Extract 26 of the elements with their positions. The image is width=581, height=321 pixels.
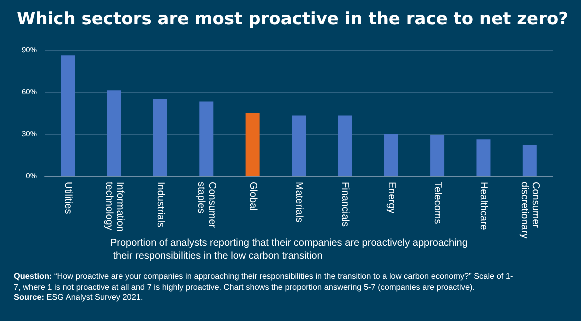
bar <box>430 135 445 176</box>
x-tick-label: Consumer staples <box>196 182 218 229</box>
bar <box>522 145 537 176</box>
x-tick-label: Materials <box>294 182 304 223</box>
x-tick-label: Consumer discretionary <box>518 182 541 239</box>
chart-title: Which sectors are most proactive in the race to net zero? <box>17 10 569 30</box>
x-tick-label: Industrials <box>154 182 166 228</box>
bar <box>107 90 122 176</box>
bar <box>200 102 214 176</box>
x-tick-label: Utilities <box>62 182 74 214</box>
source-note: Source: ESG Analyst Survey 2021. <box>14 293 144 304</box>
text: Question: “How proactive are your companies in approaching their responsibilities in the transition to a low carbon economy?” Scale of 1-7, where 1 is not proactive at all and 7 is highly proactive. Chart shows the proportion answering 5-7 (companies are proactive). <box>14 272 514 293</box>
bar <box>292 116 306 176</box>
x-tick-label: Telecoms <box>432 182 444 224</box>
bar <box>384 134 398 176</box>
x-tick-label: Global <box>247 182 258 211</box>
x-tick-label: Energy <box>386 182 397 214</box>
bar <box>61 56 76 176</box>
x-tick-label: Information technology <box>103 182 126 232</box>
x-axis-title: Proportion of analysts reporting that their companies are proactively approaching their responsibilities in the low carbon transition <box>110 238 468 262</box>
bar <box>338 116 352 176</box>
x-tick-label: Financials <box>340 182 351 228</box>
bar <box>476 140 491 176</box>
bar <box>246 113 260 176</box>
x-tick-label: Healthcare <box>478 182 490 231</box>
bar <box>153 99 168 176</box>
